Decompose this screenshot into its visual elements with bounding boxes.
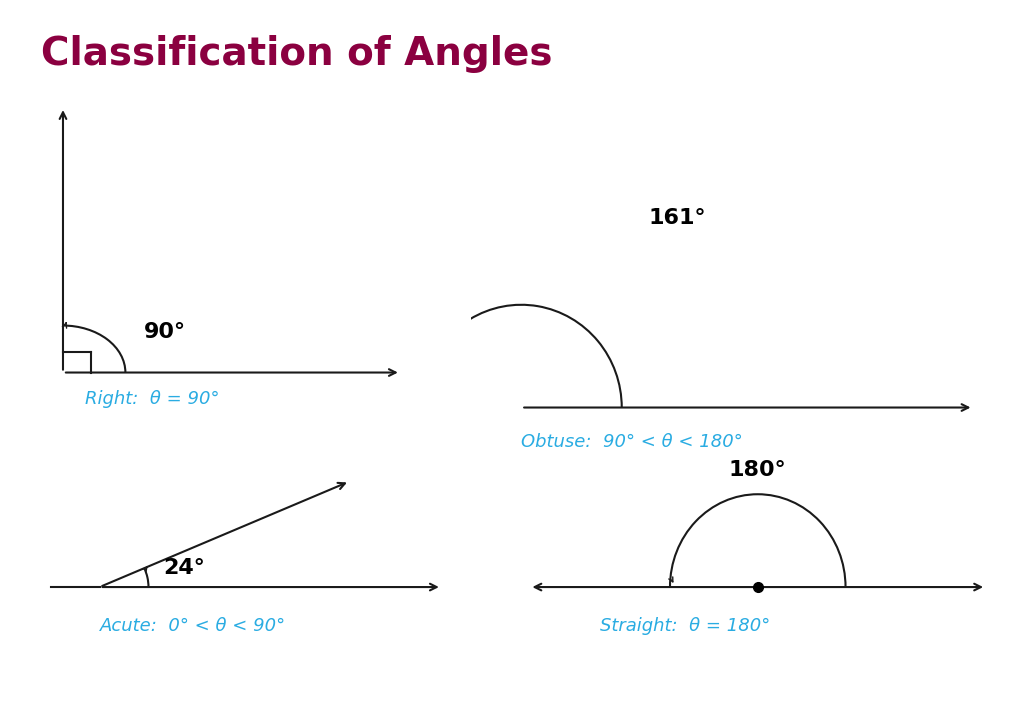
Text: Classification of Angles: Classification of Angles	[41, 35, 553, 74]
Text: 90°: 90°	[143, 322, 186, 342]
Text: 161°: 161°	[648, 208, 706, 228]
Text: PEARSON: PEARSON	[869, 671, 1004, 694]
Text: 180°: 180°	[729, 460, 786, 480]
Text: 24°: 24°	[163, 558, 205, 578]
Text: Right:  θ = 90°: Right: θ = 90°	[85, 390, 219, 408]
Text: Straight:  θ = 180°: Straight: θ = 180°	[600, 618, 770, 635]
Text: Acute:  0° < θ < 90°: Acute: 0° < θ < 90°	[99, 618, 286, 635]
Text: ALWAYS LEARNING: ALWAYS LEARNING	[20, 676, 138, 689]
Text: Obtuse:  90° < θ < 180°: Obtuse: 90° < θ < 180°	[521, 432, 743, 451]
